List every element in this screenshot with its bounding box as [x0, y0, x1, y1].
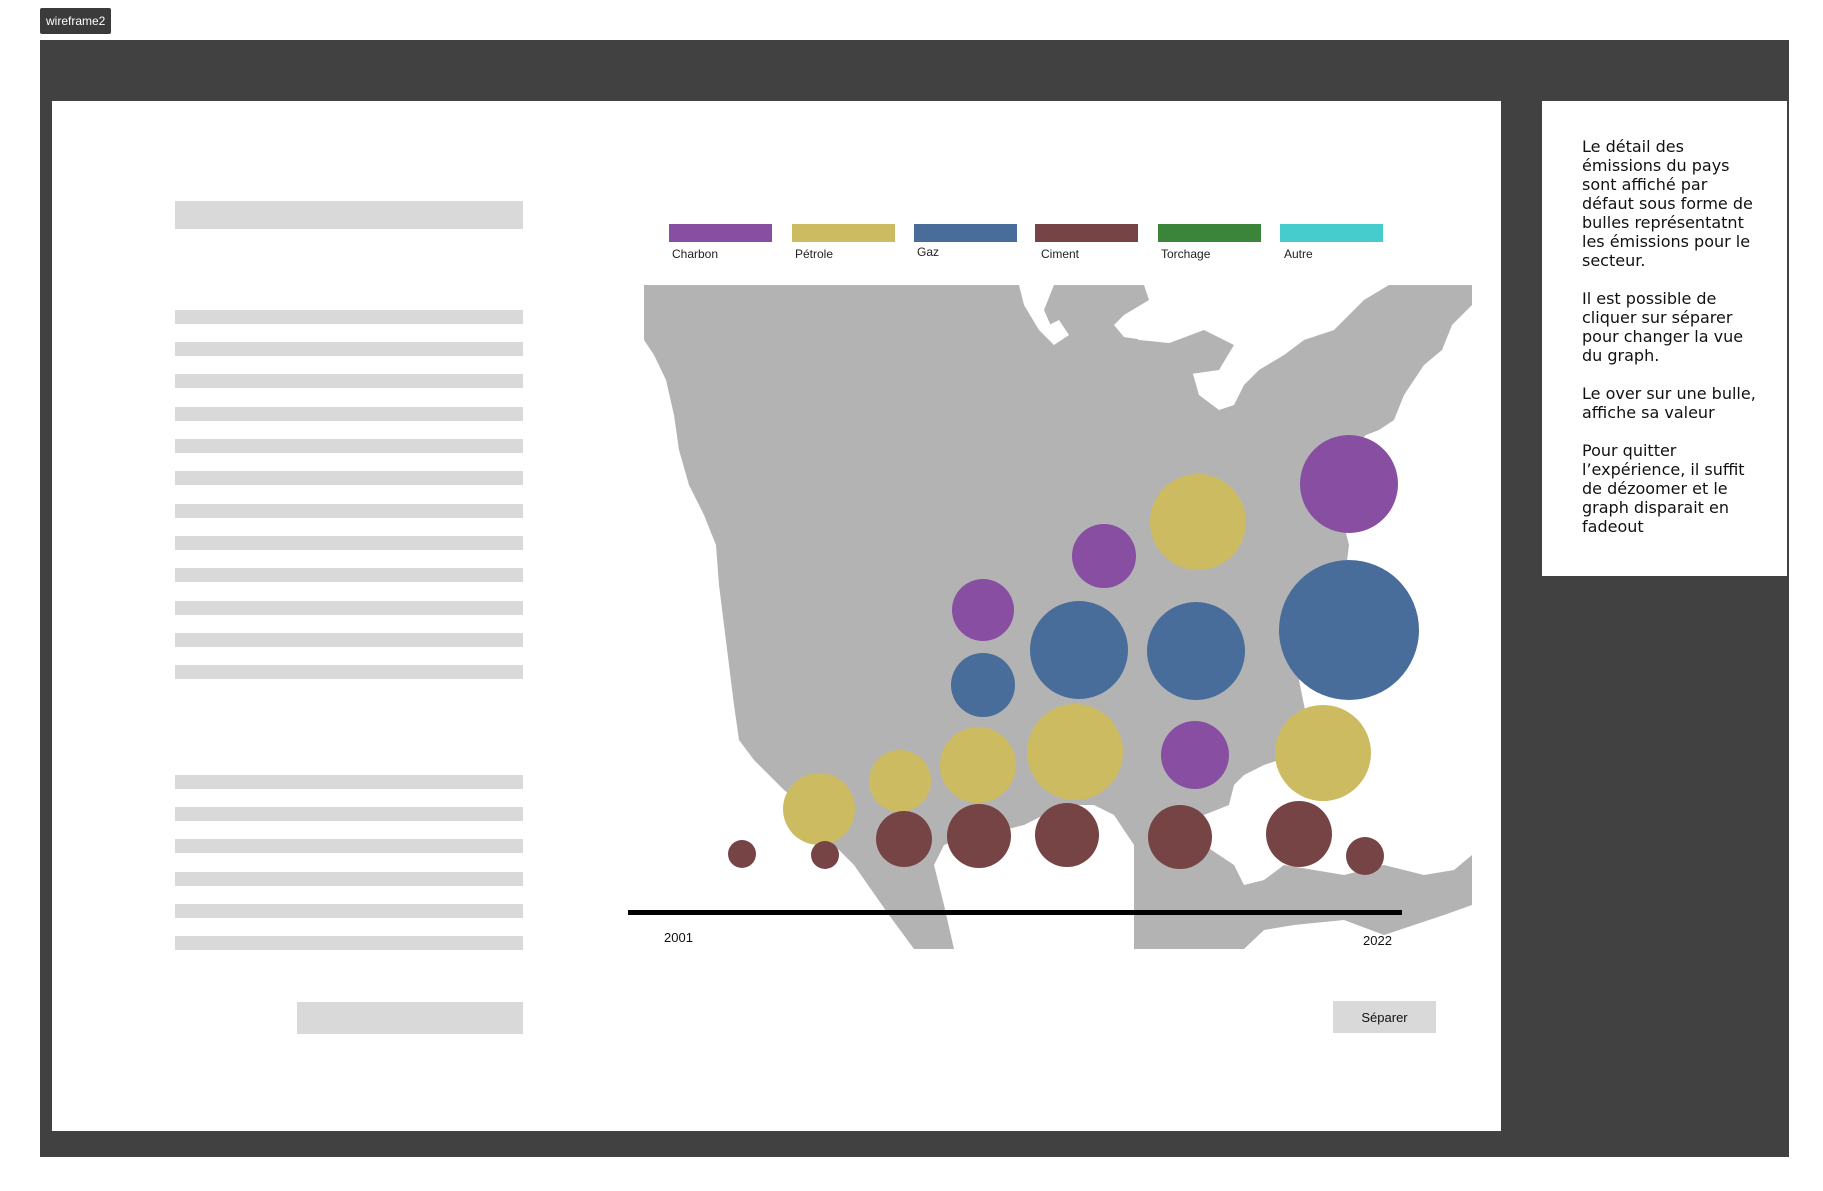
annotation-panel: Le détail des émissions du pays sont aff…: [1542, 101, 1787, 576]
text-line-placeholder: [175, 342, 523, 356]
legend-item-petrole: Pétrole: [792, 224, 895, 261]
text-line-placeholder: [175, 775, 523, 789]
legend-item-torchage: Torchage: [1158, 224, 1261, 261]
legend-swatch: [1035, 224, 1138, 242]
axis-end-label: 2022: [1363, 933, 1392, 948]
legend-item-autre: Autre: [1280, 224, 1383, 261]
legend-swatch: [669, 224, 772, 242]
text-line-placeholder: [175, 904, 523, 918]
legend-swatch: [792, 224, 895, 242]
text-line-placeholder: [175, 633, 523, 647]
annotation-paragraph: Le over sur une bulle, affiche sa valeur: [1582, 384, 1756, 422]
text-line-placeholder: [175, 310, 523, 324]
text-line-placeholder: [175, 504, 523, 518]
map-detail: [1114, 310, 1159, 340]
legend-item-ciment: Ciment: [1035, 224, 1138, 261]
text-line-placeholder: [175, 374, 523, 388]
text-line-placeholder: [175, 568, 523, 582]
legend-label: Charbon: [672, 247, 719, 261]
text-line-placeholder: [175, 665, 523, 679]
map-detail: [1164, 330, 1234, 375]
text-line-placeholder: [175, 407, 523, 421]
text-line-placeholder: [175, 601, 523, 615]
legend-item-gaz: Gaz: [914, 224, 1017, 259]
legend-swatch: [914, 224, 1017, 242]
axis-start-label: 2001: [664, 930, 693, 945]
button-placeholder[interactable]: [297, 1002, 523, 1034]
text-line-placeholder: [175, 839, 523, 853]
legend-label: Gaz: [917, 245, 940, 259]
text-line-placeholder: [175, 872, 523, 886]
annotation-text: Le détail des émissions du pays sont aff…: [1582, 137, 1757, 555]
north-america-map: [644, 285, 1472, 949]
main-canvas: Charbon Pétrole Gaz Ciment Torchage Autr…: [52, 101, 1501, 1131]
legend-label: Pétrole: [795, 247, 834, 261]
map-detail: [1039, 320, 1069, 345]
emissions-map: [644, 285, 1472, 949]
annotation-paragraph: Pour quitter l’expérience, il suffit de …: [1582, 441, 1745, 536]
text-line-placeholder: [175, 936, 523, 950]
timeline-axis: [628, 910, 1402, 915]
title-placeholder: [175, 201, 523, 229]
legend-label: Torchage: [1161, 247, 1211, 261]
legend-label: Ciment: [1041, 247, 1080, 261]
text-line-placeholder: [175, 536, 523, 550]
text-line-placeholder: [175, 807, 523, 821]
legend-label: Autre: [1284, 247, 1313, 261]
text-line-placeholder: [175, 439, 523, 453]
annotation-paragraph: Il est possible de cliquer sur séparer p…: [1582, 289, 1744, 365]
legend-swatch: [1158, 224, 1261, 242]
legend-swatch: [1280, 224, 1383, 242]
frame-label: wireframe2: [40, 8, 112, 34]
separate-button[interactable]: Séparer: [1333, 1001, 1436, 1033]
legend-item-charbon: Charbon: [669, 224, 772, 261]
text-line-placeholder: [175, 471, 523, 485]
annotation-paragraph: Le détail des émissions du pays sont aff…: [1582, 137, 1753, 270]
